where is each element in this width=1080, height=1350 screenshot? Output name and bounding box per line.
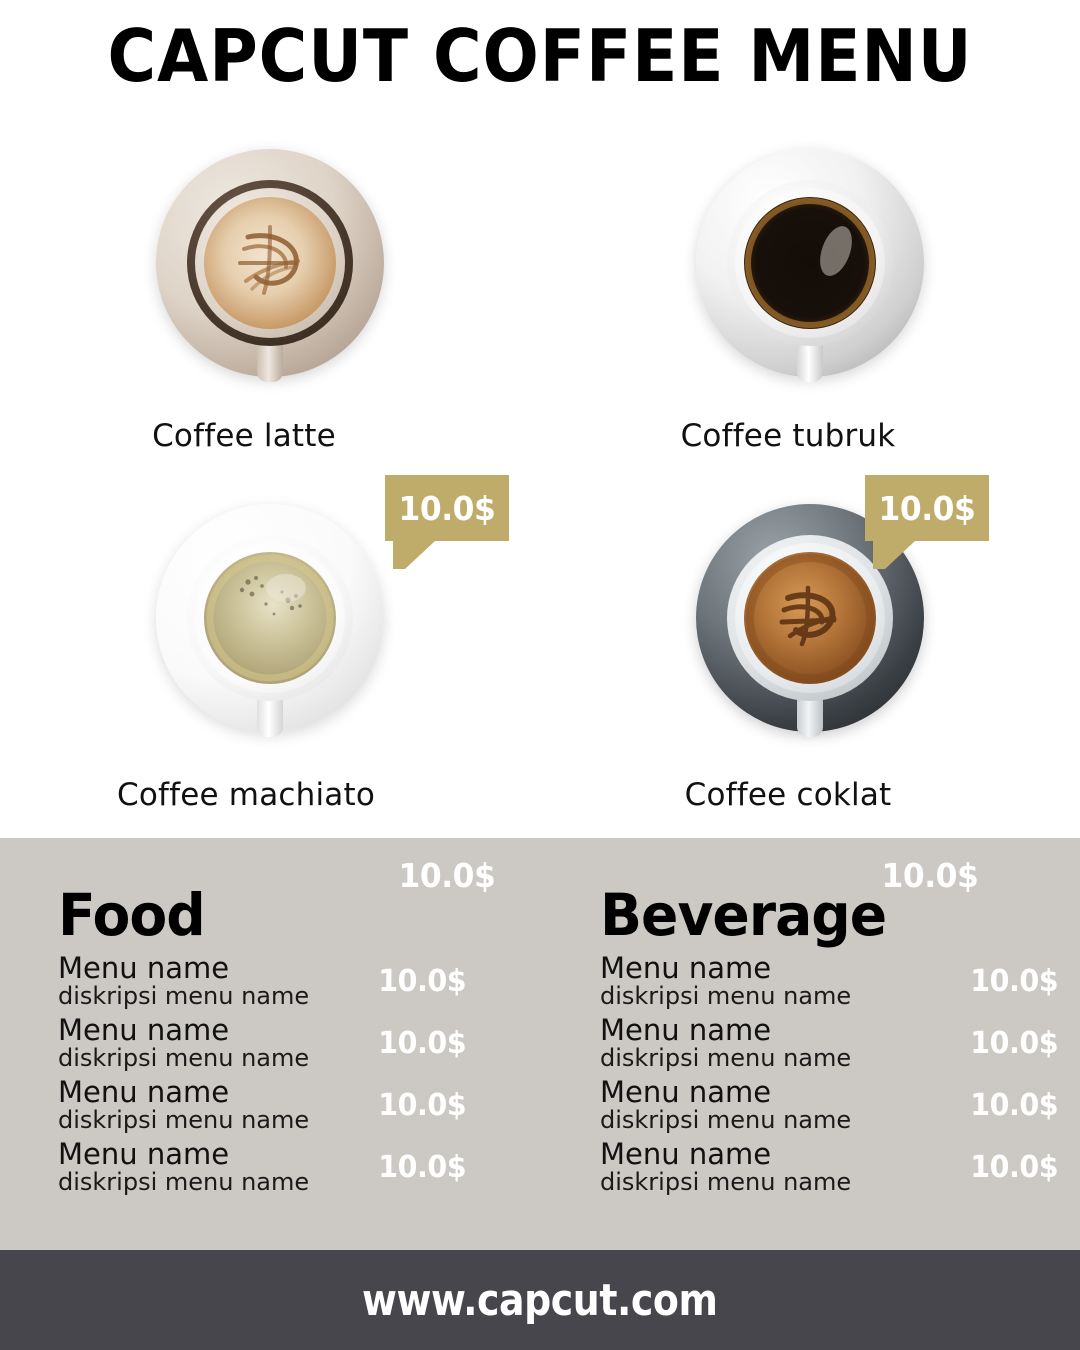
price-label: 10.0$ [878, 488, 976, 528]
crema-highlight-icon [745, 198, 875, 328]
cocoa-art-icon [746, 554, 874, 682]
menu-item-price: 10.0$ [969, 963, 1058, 999]
menu-item-desc: diskripsi menu name [58, 1043, 310, 1072]
coffee-card[interactable]: Coffee latte [0, 130, 540, 485]
cup-handle-shape [257, 340, 283, 382]
coffee-name-label: Coffee coklat [684, 777, 892, 813]
coffee-cup-machiato-icon [152, 493, 388, 743]
cup-handle-shape [797, 340, 823, 382]
menu-item-name: Menu name [58, 1137, 230, 1172]
coffee-liquid-shape [204, 552, 336, 684]
menu-item-name: Menu name [600, 1137, 772, 1172]
menu-row[interactable]: Menu name diskripsi menu name 10.0$ [58, 1012, 528, 1074]
price-label: 10.0$ [398, 855, 496, 895]
menu-section-food: Food Menu name diskripsi menu name 10.0$… [58, 886, 528, 1198]
menu-item-desc: diskripsi menu name [58, 981, 310, 1010]
coffee-name-label: Coffee latte [152, 418, 336, 454]
menu-list-panel: Food Menu name diskripsi menu name 10.0$… [0, 838, 1080, 1250]
coffee-cup-latte-icon [152, 138, 388, 388]
menu-item-name: Menu name [600, 1013, 772, 1048]
menu-item-name: Menu name [58, 1013, 230, 1048]
menu-item-desc: diskripsi menu name [600, 981, 852, 1010]
price-badge: 10.0$ [865, 475, 989, 569]
coffee-card[interactable]: Coffee machiato [0, 485, 540, 840]
cup-handle-shape [257, 695, 283, 737]
menu-row[interactable]: Menu name diskripsi menu name 10.0$ [58, 950, 528, 1012]
menu-item-name: Menu name [58, 1075, 230, 1110]
cup-handle-shape [797, 695, 823, 737]
price-badge: 10.0$ [385, 475, 509, 569]
website-url[interactable]: www.capcut.com [362, 1274, 718, 1326]
footer-bar: www.capcut.com [0, 1250, 1080, 1350]
menu-item-price: 10.0$ [377, 1025, 466, 1061]
coffee-liquid-shape [744, 552, 876, 684]
menu-row[interactable]: Menu name diskripsi menu name 10.0$ [600, 950, 1070, 1012]
menu-item-price: 10.0$ [377, 1087, 466, 1123]
menu-item-name: Menu name [600, 1075, 772, 1110]
coffee-name-label: Coffee machiato [116, 777, 376, 813]
menu-row[interactable]: Menu name diskripsi menu name 10.0$ [58, 1136, 528, 1198]
coffee-showcase-grid: Coffee latte Coffee tubruk [0, 130, 1080, 936]
coffee-card[interactable]: Coffee coklat [540, 485, 1080, 840]
section-heading: Beverage [600, 881, 887, 949]
menu-item-desc: diskripsi menu name [58, 1167, 310, 1196]
menu-item-desc: diskripsi menu name [600, 1043, 852, 1072]
coffee-cup-tubruk-icon [692, 138, 928, 388]
foam-bubbles-icon [206, 554, 334, 682]
menu-item-desc: diskripsi menu name [600, 1167, 852, 1196]
price-label: 10.0$ [398, 488, 496, 528]
coffee-liquid-shape [204, 197, 336, 329]
coffee-name-label: Coffee tubruk [680, 418, 896, 454]
menu-row[interactable]: Menu name diskripsi menu name 10.0$ [600, 1074, 1070, 1136]
menu-item-price: 10.0$ [377, 1149, 466, 1185]
menu-item-price: 10.0$ [969, 1149, 1058, 1185]
menu-row[interactable]: Menu name diskripsi menu name 10.0$ [58, 1074, 528, 1136]
menu-section-beverage: Beverage Menu name diskripsi menu name 1… [600, 886, 1070, 1198]
menu-item-name: Menu name [600, 951, 772, 986]
menu-item-desc: diskripsi menu name [600, 1105, 852, 1134]
page-title: CAPCUT COFFEE MENU [107, 14, 973, 98]
section-heading: Food [58, 881, 206, 949]
menu-item-price: 10.0$ [377, 963, 466, 999]
menu-row[interactable]: Menu name diskripsi menu name 10.0$ [600, 1012, 1070, 1074]
menu-item-price: 10.0$ [969, 1087, 1058, 1123]
coffee-card[interactable]: Coffee tubruk [540, 130, 1080, 485]
coffee-liquid-shape [744, 197, 876, 329]
latte-art-icon [238, 225, 300, 295]
menu-item-name: Menu name [58, 951, 230, 986]
menu-item-price: 10.0$ [969, 1025, 1058, 1061]
menu-item-desc: diskripsi menu name [58, 1105, 310, 1134]
price-label: 10.0$ [881, 855, 979, 895]
menu-row[interactable]: Menu name diskripsi menu name 10.0$ [600, 1136, 1070, 1198]
